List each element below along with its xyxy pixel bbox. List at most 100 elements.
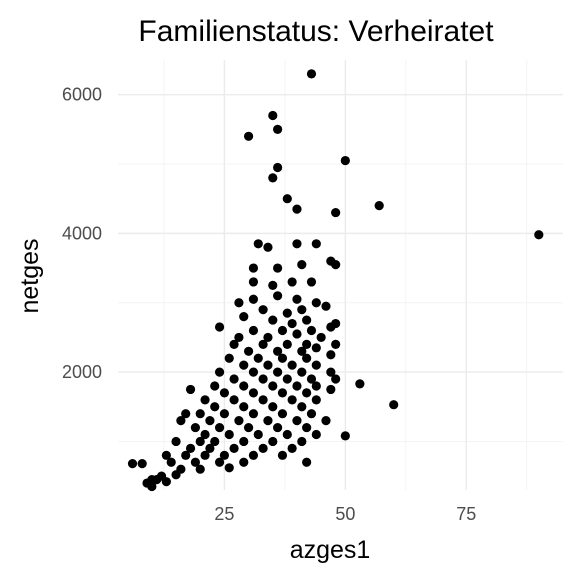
x-axis-label: azges1 — [290, 536, 371, 564]
data-point — [219, 450, 230, 460]
data-point — [239, 402, 249, 412]
data-point — [147, 481, 157, 492]
data-point — [331, 374, 341, 384]
data-point — [210, 402, 220, 412]
data-point — [253, 353, 263, 363]
data-point — [311, 343, 321, 353]
data-point — [224, 353, 234, 363]
data-point — [331, 259, 341, 270]
data-point — [200, 429, 210, 440]
data-point — [234, 416, 244, 426]
data-point — [258, 395, 268, 405]
data-point — [326, 384, 336, 395]
data-point — [214, 457, 225, 467]
data-point — [311, 429, 321, 440]
data-point — [311, 360, 321, 370]
data-point — [326, 367, 336, 377]
data-point — [171, 470, 181, 480]
data-point — [326, 350, 336, 360]
data-point — [306, 409, 317, 419]
data-point — [273, 346, 283, 356]
data-point — [292, 416, 302, 426]
data-point — [229, 339, 239, 349]
data-point — [273, 291, 283, 301]
data-point — [248, 263, 259, 273]
data-point — [248, 409, 259, 419]
data-point — [302, 315, 312, 325]
data-point — [171, 436, 181, 447]
data-point — [166, 457, 176, 467]
data-point — [311, 298, 321, 308]
data-point — [277, 325, 288, 336]
data-point — [321, 301, 331, 311]
data-point — [268, 381, 278, 391]
grid — [118, 60, 563, 490]
data-point — [282, 374, 292, 384]
data-point — [181, 409, 191, 419]
data-point — [248, 277, 259, 287]
data-point — [282, 429, 292, 440]
data-point — [263, 242, 273, 252]
data-point — [287, 360, 297, 370]
x-tick-label: 50 — [335, 504, 355, 524]
data-point — [311, 239, 321, 249]
data-point — [161, 477, 171, 487]
data-point — [302, 339, 312, 349]
data-point — [355, 379, 365, 389]
tick-labels: 25 50 75 2000 4000 6000 — [62, 85, 476, 524]
data-point — [287, 395, 297, 405]
data-point — [292, 204, 302, 214]
data-point — [287, 277, 297, 287]
data-point — [263, 416, 273, 426]
data-point — [253, 429, 263, 440]
data-point — [219, 409, 230, 419]
data-point — [321, 416, 331, 426]
data-point — [273, 263, 283, 273]
data-point — [229, 395, 239, 405]
data-point — [181, 450, 191, 460]
data-point — [277, 409, 288, 419]
data-point — [219, 388, 230, 398]
data-point — [200, 450, 210, 460]
data-point — [273, 162, 283, 173]
data-point — [210, 381, 220, 391]
data-point — [374, 201, 384, 211]
data-point — [287, 318, 297, 329]
data-point — [302, 457, 312, 467]
data-point — [282, 339, 292, 349]
y-axis-label: netges — [16, 238, 44, 313]
data-point — [248, 367, 259, 377]
data-point — [263, 332, 273, 343]
data-point — [282, 308, 292, 318]
data-point — [243, 422, 254, 433]
data-point — [340, 431, 350, 441]
data-point — [214, 367, 225, 377]
data-point — [306, 277, 317, 287]
data-point — [268, 402, 278, 412]
data-point — [195, 436, 205, 447]
data-point — [229, 374, 239, 384]
data-point — [297, 402, 307, 412]
data-point — [239, 312, 249, 322]
data-point — [306, 69, 317, 79]
data-point — [287, 443, 297, 453]
data-point — [268, 173, 278, 183]
data-point — [302, 353, 312, 363]
data-point — [248, 294, 259, 304]
data-point — [311, 395, 321, 405]
data-point — [302, 388, 312, 398]
data-point — [282, 194, 292, 204]
data-point — [176, 416, 186, 426]
data-point — [234, 332, 244, 343]
data-point — [273, 124, 283, 134]
data-point — [200, 395, 210, 405]
data-point — [239, 457, 249, 467]
data-point — [263, 360, 273, 370]
data-point — [190, 457, 200, 467]
data-point — [297, 436, 307, 447]
data-point — [258, 339, 268, 349]
data-point — [297, 346, 307, 356]
data-point — [277, 353, 288, 363]
data-point — [311, 381, 321, 391]
